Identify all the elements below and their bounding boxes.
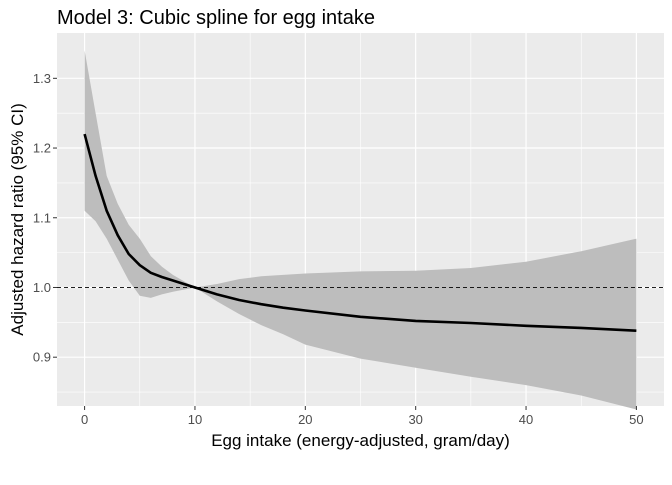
x-tick-label: 10	[188, 412, 202, 427]
hazard-ratio-line	[83, 133, 637, 332]
ci-ribbon-layer	[84, 50, 637, 410]
y-tick-label: 1.1	[33, 210, 51, 225]
y-tick-label: 0.9	[33, 350, 51, 365]
y-axis-title: Adjusted hazard ratio (95% CI)	[8, 103, 27, 335]
hr-line-layer	[83, 133, 637, 332]
y-tick-label: 1.2	[33, 141, 51, 156]
y-tick-label: 1.0	[33, 280, 51, 295]
x-tick-label: 30	[408, 412, 422, 427]
y-tick-label: 1.3	[33, 71, 51, 86]
chart-title: Model 3: Cubic spline for egg intake	[57, 7, 375, 29]
x-tick-label: 0	[81, 412, 88, 427]
x-tick-label: 20	[298, 412, 312, 427]
y-axis-ticks: 0.9 1.0 1.1 1.2 1.3	[33, 71, 57, 365]
x-axis-ticks: 0 10 20 30 40 50	[81, 406, 644, 427]
x-tick-label: 50	[629, 412, 643, 427]
x-axis-title: Egg intake (energy-adjusted, gram/day)	[211, 431, 510, 450]
x-tick-label: 40	[519, 412, 533, 427]
ci-ribbon	[84, 50, 637, 410]
